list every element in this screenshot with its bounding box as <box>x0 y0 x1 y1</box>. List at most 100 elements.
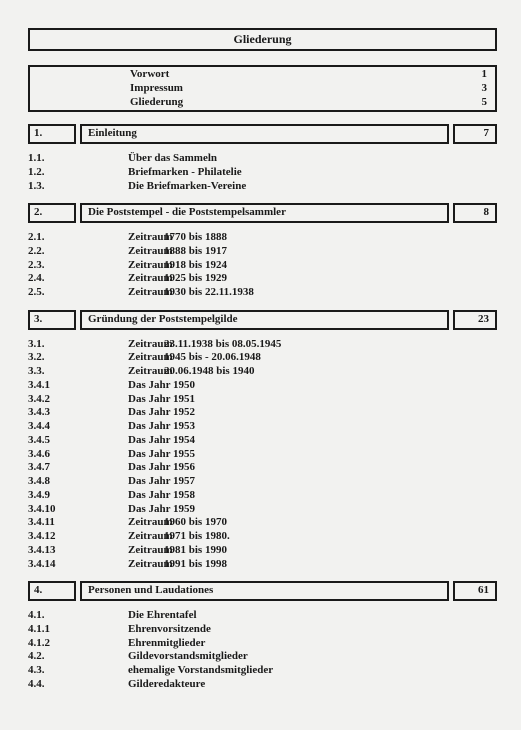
front-label: Impressum <box>130 82 183 96</box>
entry-range: 1991 bis 1998 <box>164 558 497 572</box>
entries-list: 1.1.Über das Sammeln 1.2.Briefmarken - P… <box>28 152 497 193</box>
entry-row: 2.4.Zeitraum1925 bis 1929 <box>28 272 497 286</box>
entry-num: 3.1. <box>28 338 84 352</box>
entry-text: ehemalige Vorstandsmitglieder <box>84 664 497 678</box>
entry-num: 3.4.6 <box>28 448 84 462</box>
entry-text: Gilderedakteure <box>84 678 497 692</box>
entry-num: 3.4.10 <box>28 503 84 517</box>
entry-num: 2.4. <box>28 272 84 286</box>
entry-row: 1.2.Briefmarken - Philatelie <box>28 166 497 180</box>
section-title: Einleitung <box>80 124 449 144</box>
entry-text: Das Jahr 1958 <box>84 489 497 503</box>
entries-list: 4.1.Die Ehrentafel 4.1.1Ehrenvorsitzende… <box>28 609 497 692</box>
entry-row: 3.3.Zeitraum20.06.1948 bis 1940 <box>28 365 497 379</box>
section-page: 8 <box>453 203 497 223</box>
entry-text: Das Jahr 1953 <box>84 420 497 434</box>
entry-range: 23.11.1938 bis 08.05.1945 <box>164 338 497 352</box>
entry-text: Das Jahr 1951 <box>84 393 497 407</box>
entry-num: 1.1. <box>28 152 84 166</box>
front-row: Gliederung 5 <box>130 96 487 110</box>
entry-num: 4.1.1 <box>28 623 84 637</box>
entry-text: Das Jahr 1952 <box>84 406 497 420</box>
entry-row: 2.2.Zeitraum1888 bis 1917 <box>28 245 497 259</box>
entry-row: 4.4.Gilderedakteure <box>28 678 497 692</box>
entry-row: 3.4.2Das Jahr 1951 <box>28 393 497 407</box>
entry-label: Zeitraum <box>84 351 164 365</box>
entry-row: 2.5.Zeitraum1930 bis 22.11.1938 <box>28 286 497 300</box>
entry-row: 4.1.1Ehrenvorsitzende <box>28 623 497 637</box>
entry-num: 2.5. <box>28 286 84 300</box>
front-page: 5 <box>482 96 488 110</box>
entry-num: 2.3. <box>28 259 84 273</box>
entry-label: Zeitraum <box>84 272 164 286</box>
entry-row: 3.4.3Das Jahr 1952 <box>28 406 497 420</box>
section-title: Gründung der Poststempelgilde <box>80 310 449 330</box>
entry-row: 3.4.14Zeitraum1991 bis 1998 <box>28 558 497 572</box>
entry-num: 3.4.1 <box>28 379 84 393</box>
entry-range: 20.06.1948 bis 1940 <box>164 365 497 379</box>
entry-row: 3.4.6Das Jahr 1955 <box>28 448 497 462</box>
entries-list: 3.1.Zeitraum23.11.1938 bis 08.05.1945 3.… <box>28 338 497 572</box>
front-matter-box: Vorwort 1 Impressum 3 Gliederung 5 <box>28 65 497 112</box>
front-row: Impressum 3 <box>130 82 487 96</box>
section-title: Personen und Laudationes <box>80 581 449 601</box>
entry-row: 1.3.Die Briefmarken-Vereine <box>28 180 497 194</box>
entry-row: 3.2.Zeitraum1945 bis - 20.06.1948 <box>28 351 497 365</box>
entry-num: 1.2. <box>28 166 84 180</box>
entry-num: 3.2. <box>28 351 84 365</box>
entry-row: 4.2.Gildevorstandsmitglieder <box>28 650 497 664</box>
entry-text: Über das Sammeln <box>84 152 497 166</box>
section-num: 4. <box>28 581 76 601</box>
entry-num: 4.3. <box>28 664 84 678</box>
entry-num: 3.4.9 <box>28 489 84 503</box>
entry-num: 2.2. <box>28 245 84 259</box>
entry-text: Das Jahr 1955 <box>84 448 497 462</box>
entry-text: Das Jahr 1957 <box>84 475 497 489</box>
entry-text: Briefmarken - Philatelie <box>84 166 497 180</box>
title-box: Gliederung <box>28 28 497 51</box>
entry-row: 3.4.9Das Jahr 1958 <box>28 489 497 503</box>
entry-row: 3.1.Zeitraum23.11.1938 bis 08.05.1945 <box>28 338 497 352</box>
entry-text: Ehrenvorsitzende <box>84 623 497 637</box>
entry-num: 3.4.4 <box>28 420 84 434</box>
section-num: 2. <box>28 203 76 223</box>
section-num: 1. <box>28 124 76 144</box>
entry-num: 3.4.13 <box>28 544 84 558</box>
entry-range: 1770 bis 1888 <box>164 231 497 245</box>
entry-num: 2.1. <box>28 231 84 245</box>
entry-num: 3.4.2 <box>28 393 84 407</box>
entry-range: 1971 bis 1980. <box>164 530 497 544</box>
entry-label: Zeitraum <box>84 544 164 558</box>
entry-range: 1925 bis 1929 <box>164 272 497 286</box>
front-label: Vorwort <box>130 68 169 82</box>
entry-row: 3.4.13Zeitraum1981 bis 1990 <box>28 544 497 558</box>
entry-text: Das Jahr 1954 <box>84 434 497 448</box>
section-header: 2. Die Poststempel - die Poststempelsamm… <box>28 203 497 223</box>
entry-text: Die Ehrentafel <box>84 609 497 623</box>
page-title: Gliederung <box>233 32 291 46</box>
entry-row: 3.4.4Das Jahr 1953 <box>28 420 497 434</box>
entry-label: Zeitraum <box>84 338 164 352</box>
section-page: 7 <box>453 124 497 144</box>
entry-num: 1.3. <box>28 180 84 194</box>
entry-num: 3.4.12 <box>28 530 84 544</box>
entry-num: 4.2. <box>28 650 84 664</box>
entry-num: 3.4.14 <box>28 558 84 572</box>
entry-num: 3.3. <box>28 365 84 379</box>
entry-num: 4.1. <box>28 609 84 623</box>
entry-text: Das Jahr 1959 <box>84 503 497 517</box>
section-title: Die Poststempel - die Poststempelsammler <box>80 203 449 223</box>
entry-row: 2.1.Zeitraum1770 bis 1888 <box>28 231 497 245</box>
entry-row: 3.4.11Zeitraum1960 bis 1970 <box>28 516 497 530</box>
entry-num: 3.4.7 <box>28 461 84 475</box>
entry-row: 1.1.Über das Sammeln <box>28 152 497 166</box>
entry-row: 4.1.2Ehrenmitglieder <box>28 637 497 651</box>
entry-range: 1960 bis 1970 <box>164 516 497 530</box>
entry-num: 3.4.11 <box>28 516 84 530</box>
entry-label: Zeitraum <box>84 530 164 544</box>
entry-num: 4.1.2 <box>28 637 84 651</box>
entry-text: Ehrenmitglieder <box>84 637 497 651</box>
entry-row: 3.4.8Das Jahr 1957 <box>28 475 497 489</box>
front-page: 3 <box>482 82 488 96</box>
entry-label: Zeitraum <box>84 286 164 300</box>
